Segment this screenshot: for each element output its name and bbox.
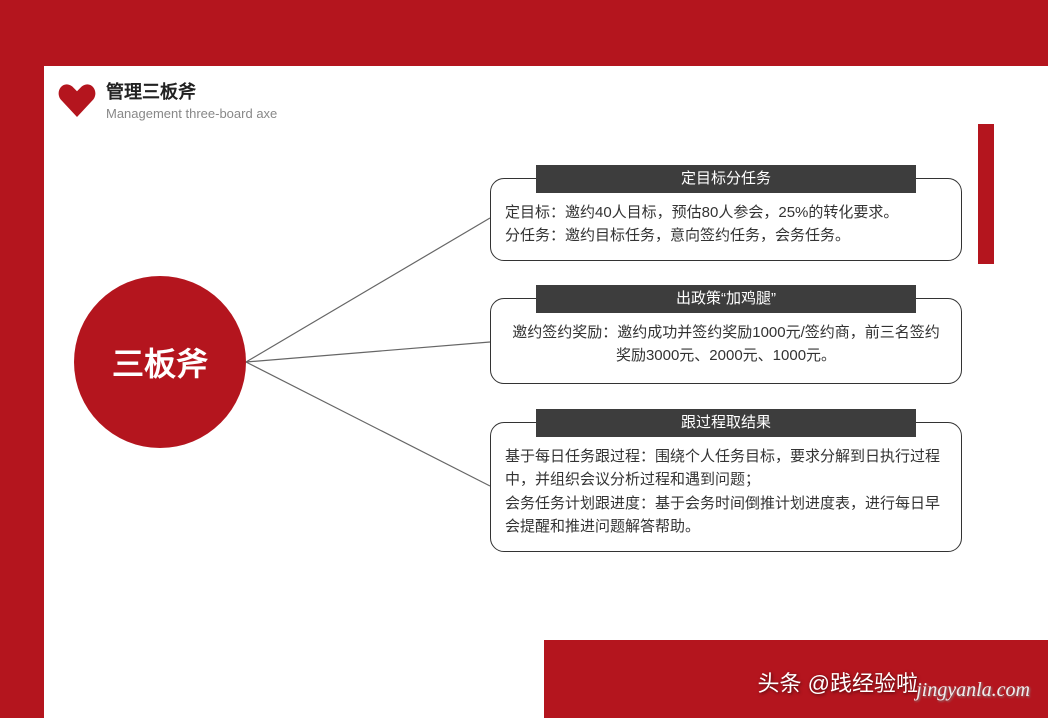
header-text: 管理三板斧 Management three-board axe	[106, 78, 277, 121]
circle-label: 三板斧	[112, 339, 208, 385]
connector-2	[246, 342, 490, 362]
heart-icon	[58, 83, 96, 117]
card-process: 跟过程取结果 基于每日任务跟过程：围绕个人任务目标，要求分解到日执行过程中，并组…	[490, 422, 962, 552]
bg-red-left	[0, 0, 44, 718]
card-process-header: 跟过程取结果	[536, 409, 916, 437]
card-goals-header: 定目标分任务	[536, 165, 916, 193]
watermark-text: jingyanla.com	[916, 679, 1030, 702]
card-goals: 定目标分任务 定目标：邀约40人目标，预估80人参会，25%的转化要求。分任务：…	[490, 178, 962, 261]
connector-1	[246, 218, 490, 362]
page-header: 管理三板斧 Management three-board axe	[58, 78, 277, 121]
central-circle: 三板斧	[74, 276, 246, 448]
attribution-text: 头条 @践经验啦	[758, 666, 918, 698]
card-policy-header: 出政策“加鸡腿”	[536, 285, 916, 313]
bg-red-top	[0, 0, 1048, 66]
header-subtitle: Management three-board axe	[106, 106, 277, 121]
header-title: 管理三板斧	[106, 78, 277, 104]
card-policy: 出政策“加鸡腿” 邀约签约奖励：邀约成功并签约奖励1000元/签约商，前三名签约…	[490, 298, 962, 384]
connector-3	[246, 362, 490, 486]
card-process-body: 基于每日任务跟过程：围绕个人任务目标，要求分解到日执行过程中，并组织会议分析过程…	[491, 423, 961, 550]
bg-red-right	[978, 124, 994, 264]
